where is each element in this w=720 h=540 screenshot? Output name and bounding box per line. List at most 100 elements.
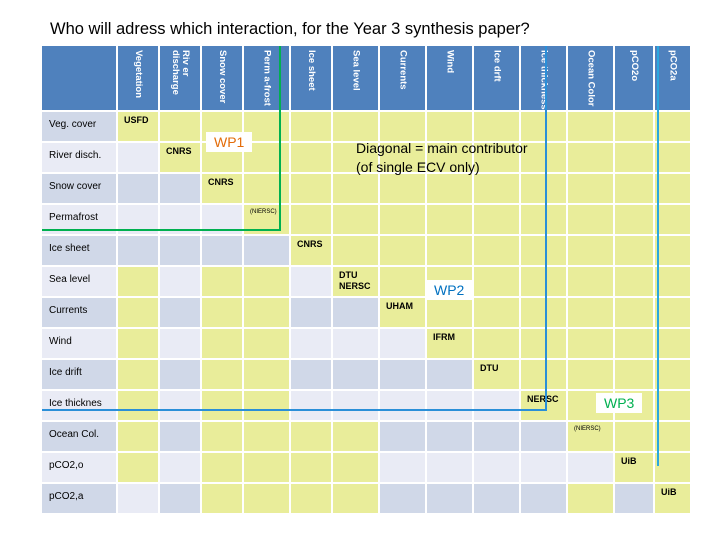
table-cell: UiB bbox=[615, 453, 653, 482]
table-cell bbox=[655, 174, 690, 203]
column-header-label: Snow cover bbox=[217, 50, 228, 104]
table-cell bbox=[118, 360, 158, 389]
table-cell bbox=[521, 236, 566, 265]
table-cell bbox=[568, 484, 613, 513]
table-cell bbox=[118, 236, 158, 265]
row-header: River disch. bbox=[42, 143, 116, 172]
table-cell bbox=[118, 267, 158, 296]
table-cell bbox=[427, 484, 472, 513]
column-header-label: pCO2a bbox=[667, 50, 679, 81]
table-cell bbox=[568, 112, 613, 141]
table-cell bbox=[474, 267, 519, 296]
table-cell bbox=[160, 484, 200, 513]
table-cell bbox=[568, 267, 613, 296]
table-cell bbox=[291, 484, 331, 513]
table-cell bbox=[427, 298, 472, 327]
diagonal-annotation: Diagonal = main contributor (of single E… bbox=[356, 139, 528, 177]
table-cell bbox=[655, 329, 690, 358]
table-cell bbox=[655, 422, 690, 451]
table-cell bbox=[160, 267, 200, 296]
column-header: Wind bbox=[427, 46, 472, 110]
table-cell bbox=[615, 484, 653, 513]
table-cell bbox=[160, 236, 200, 265]
annotation-line-2: (of single ECV only) bbox=[356, 159, 480, 175]
table-cell: UiB bbox=[655, 484, 690, 513]
column-header-label: Ice drft bbox=[491, 50, 503, 82]
table-cell bbox=[474, 422, 519, 451]
table-cell bbox=[160, 298, 200, 327]
column-header: Vegetation bbox=[118, 46, 158, 110]
table-cell bbox=[380, 112, 425, 141]
table-cell bbox=[291, 422, 331, 451]
table-cell bbox=[615, 267, 653, 296]
table-cell bbox=[118, 422, 158, 451]
table-cell bbox=[333, 329, 378, 358]
table-cell bbox=[160, 329, 200, 358]
table-cell bbox=[244, 236, 289, 265]
table-cell bbox=[244, 360, 289, 389]
annotation-line-1: Diagonal = main contributor bbox=[356, 140, 528, 156]
wp3-vertical-line bbox=[657, 46, 659, 466]
table-cell bbox=[333, 298, 378, 327]
wp3-label: WP3 bbox=[596, 393, 643, 413]
wp2-horizontal-line bbox=[42, 409, 547, 411]
table-cell bbox=[521, 298, 566, 327]
table-cell bbox=[333, 143, 378, 172]
table-cell bbox=[380, 174, 425, 203]
table-cell bbox=[427, 236, 472, 265]
interaction-table: Vegetation Riv er discharge Snow cover Perm… bbox=[42, 46, 690, 513]
table-cell bbox=[244, 329, 289, 358]
row-header: Veg. cover bbox=[42, 112, 116, 141]
table-cell: DTU bbox=[474, 360, 519, 389]
row-header: pCO2,o bbox=[42, 453, 116, 482]
table-cell bbox=[333, 484, 378, 513]
table-cell bbox=[118, 453, 158, 482]
table-cell bbox=[333, 422, 378, 451]
table-cell bbox=[380, 329, 425, 358]
table-cell bbox=[160, 391, 200, 420]
table-cell bbox=[244, 453, 289, 482]
table-cell bbox=[380, 236, 425, 265]
table-cell bbox=[521, 112, 566, 141]
table-cell bbox=[655, 453, 690, 482]
table-cell bbox=[244, 391, 289, 420]
table-cell bbox=[474, 484, 519, 513]
table-cell bbox=[202, 267, 242, 296]
table-cell bbox=[202, 453, 242, 482]
column-header: Ocean Color bbox=[568, 46, 613, 110]
wp2-vertical-line bbox=[545, 46, 547, 411]
table-cell: CNRS bbox=[160, 143, 200, 172]
table-cell bbox=[474, 453, 519, 482]
table-cell bbox=[521, 205, 566, 234]
table-cell: CNRS bbox=[202, 174, 242, 203]
column-header: Ice drft bbox=[474, 46, 519, 110]
column-header: Ice sheet bbox=[291, 46, 331, 110]
table-cell bbox=[427, 453, 472, 482]
table-cell bbox=[474, 143, 519, 172]
table-cell bbox=[655, 298, 690, 327]
table-cell bbox=[521, 174, 566, 203]
column-header-label: Sea level bbox=[350, 50, 362, 91]
wp1-vertical-line bbox=[279, 46, 281, 231]
table-cell bbox=[568, 360, 613, 389]
table-cell bbox=[333, 236, 378, 265]
table-cell bbox=[291, 298, 331, 327]
table-cell bbox=[380, 360, 425, 389]
table-cell bbox=[615, 329, 653, 358]
column-header-label: Vegetation bbox=[133, 50, 144, 99]
table-cell bbox=[333, 174, 378, 203]
table-cell: IFRM bbox=[427, 329, 472, 358]
table-cell bbox=[333, 205, 378, 234]
table-cell bbox=[291, 143, 331, 172]
table-cell bbox=[244, 267, 289, 296]
table-cell bbox=[615, 298, 653, 327]
table-cell bbox=[568, 143, 613, 172]
page-title: Who will adress which interaction, for t… bbox=[50, 20, 530, 38]
table-cell bbox=[202, 360, 242, 389]
table-cell bbox=[160, 360, 200, 389]
table-cell bbox=[291, 267, 331, 296]
table-cell bbox=[380, 205, 425, 234]
table-cell bbox=[474, 329, 519, 358]
table-cell bbox=[521, 329, 566, 358]
table-cell bbox=[474, 205, 519, 234]
